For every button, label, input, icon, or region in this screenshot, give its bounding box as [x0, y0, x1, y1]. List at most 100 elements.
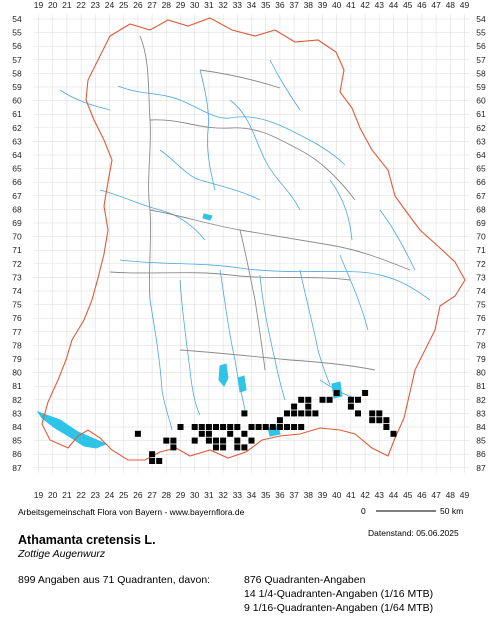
x-tick-top: 29 — [176, 0, 186, 10]
occurrence-marker — [319, 396, 326, 403]
y-tick-right: 76 — [476, 313, 486, 323]
distribution-map: 19 20 21 22 23 24 25 26 27 28 29 30 31 32 33 34 35 36 37 38… — [12, 0, 486, 516]
x-tick-bottom: 19 — [34, 490, 44, 500]
x-tick-bottom: 28 — [162, 490, 172, 500]
x-tick-bottom: 36 — [275, 490, 285, 500]
y-tick-right: 66 — [476, 177, 486, 187]
occurrence-marker — [369, 417, 376, 424]
y-tick-left: 70 — [12, 232, 22, 242]
occurrence-marker — [227, 430, 234, 437]
y-tick-left: 61 — [12, 109, 22, 119]
x-tick-top: 41 — [346, 0, 356, 10]
x-tick-top: 43 — [375, 0, 385, 10]
y-tick-right: 60 — [476, 96, 486, 106]
occurrence-marker — [149, 458, 156, 464]
y-tick-right: 68 — [476, 204, 486, 214]
quadrant-count: 876 Quadranten-Angaben — [244, 574, 366, 586]
y-tick-right: 74 — [476, 286, 486, 296]
occurrence-marker — [241, 410, 248, 417]
y-tick-right: 83 — [476, 408, 486, 418]
y-tick-left: 68 — [12, 204, 22, 214]
x-tick-top: 46 — [417, 0, 427, 10]
data-date: Datenstand: 05.06.2025 — [368, 528, 459, 538]
x-tick-top: 21 — [62, 0, 72, 10]
scale-left-label: 0 — [361, 506, 366, 516]
y-tick-right: 56 — [476, 41, 486, 51]
occurrence-marker — [291, 410, 298, 417]
summary-text: 899 Angaben aus 71 Quadranten, davon: — [18, 574, 211, 586]
occurrence-marker — [220, 437, 227, 444]
occurrence-marker — [213, 444, 219, 451]
occurrence-marker — [213, 437, 219, 444]
occurrence-marker — [276, 424, 283, 430]
occurrence-marker — [170, 444, 177, 451]
x-tick-top: 26 — [133, 0, 143, 10]
y-tick-right: 70 — [476, 232, 486, 242]
x-tick-bottom: 42 — [360, 490, 370, 500]
x-tick-top: 36 — [275, 0, 285, 10]
y-tick-left: 81 — [12, 381, 22, 391]
occurrence-marker — [291, 424, 298, 430]
y-tick-right: 61 — [476, 109, 486, 119]
x-tick-bottom: 40 — [332, 490, 342, 500]
occurrence-marker — [177, 424, 184, 430]
x-tick-top: 44 — [389, 0, 399, 10]
x-tick-top: 22 — [76, 0, 86, 10]
occurrence-marker — [220, 444, 227, 451]
x-tick-top: 42 — [360, 0, 370, 10]
y-tick-right: 86 — [476, 449, 486, 459]
y-tick-right: 62 — [476, 123, 486, 133]
occurrence-marker — [355, 410, 361, 417]
occurrence-marker — [355, 396, 361, 403]
species-common-name: Zottige Augenwurz — [18, 548, 106, 560]
sixteenth-quadrant-count: 9 1/16-Quadranten-Angaben (1/64 MTB) — [244, 602, 434, 614]
occurrence-marker — [234, 444, 241, 451]
occurrence-marker — [248, 437, 255, 444]
y-tick-left: 75 — [12, 300, 22, 310]
y-tick-left: 55 — [12, 28, 22, 38]
occurrence-marker — [269, 424, 276, 430]
x-tick-top: 25 — [119, 0, 129, 10]
state-border — [41, 17, 466, 461]
y-tick-right: 69 — [476, 218, 486, 228]
occurrence-marker — [191, 437, 198, 444]
occurrence-marker — [284, 410, 290, 417]
y-tick-left: 62 — [12, 123, 22, 133]
occurrence-marker — [241, 444, 248, 451]
occurrence-marker — [163, 437, 170, 444]
y-axis-right: 54 55 56 57 58 59 60 61 62 63 64 65 66 67 68 69 70 71 72 73… — [476, 14, 486, 473]
x-tick-top: 39 — [318, 0, 328, 10]
y-tick-right: 84 — [476, 422, 486, 432]
x-tick-bottom: 30 — [190, 490, 200, 500]
x-tick-top: 23 — [91, 0, 101, 10]
district-borders — [109, 35, 411, 371]
y-tick-left: 57 — [12, 55, 22, 65]
y-tick-left: 87 — [12, 463, 22, 473]
y-tick-right: 55 — [476, 28, 486, 38]
y-tick-left: 77 — [12, 327, 22, 337]
y-tick-right: 78 — [476, 340, 486, 350]
occurrence-marker — [234, 437, 241, 444]
y-tick-left: 83 — [12, 408, 22, 418]
x-tick-bottom: 47 — [431, 490, 441, 500]
occurrence-marker — [347, 403, 354, 410]
x-axis-top: 19 20 21 22 23 24 25 26 27 28 29 30 31 32 33 34 35 36 37 38… — [34, 0, 470, 10]
y-tick-right: 87 — [476, 463, 486, 473]
y-tick-right: 80 — [476, 368, 486, 378]
y-tick-right: 58 — [476, 68, 486, 78]
occurrence-marker — [205, 437, 212, 444]
occurrence-marker — [305, 396, 312, 403]
x-tick-top: 45 — [403, 0, 413, 10]
occurrence-markers — [134, 390, 397, 464]
y-tick-left: 72 — [12, 259, 22, 269]
occurrence-marker — [298, 424, 305, 430]
occurrence-marker — [347, 396, 354, 403]
occurrence-marker — [191, 424, 198, 430]
quarter-quadrant-count: 14 1/4-Quadranten-Angaben (1/16 MTB) — [244, 588, 434, 600]
y-tick-left: 60 — [12, 96, 22, 106]
y-tick-right: 85 — [476, 436, 486, 446]
x-tick-top: 20 — [48, 0, 58, 10]
x-tick-top: 40 — [332, 0, 342, 10]
x-tick-bottom: 26 — [133, 490, 143, 500]
y-tick-left: 80 — [12, 368, 22, 378]
